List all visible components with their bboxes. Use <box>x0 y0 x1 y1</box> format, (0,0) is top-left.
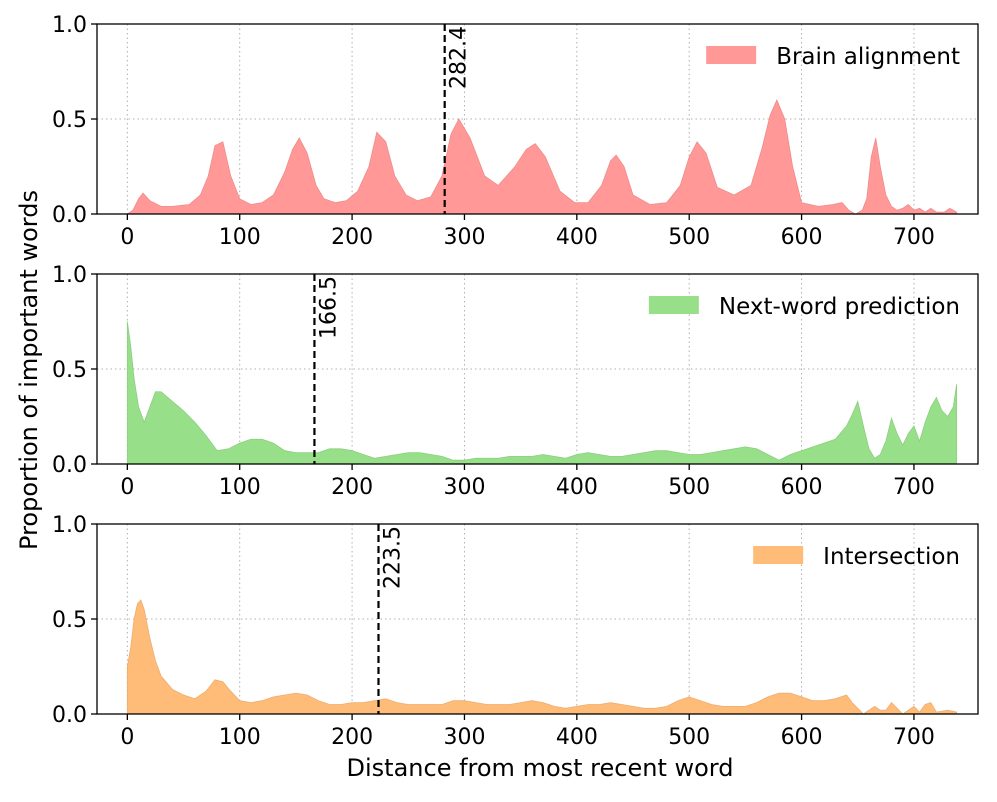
x-tick-label: 400 <box>556 225 598 250</box>
x-tick-label: 0 <box>120 225 134 250</box>
x-tick-label: 700 <box>893 225 935 250</box>
median-vline-label: 282.4 <box>447 26 472 89</box>
panel-1: 282.4 0 100 200 300 400 500 600 700 0.0 0.5 1.0 Brai… <box>52 13 979 250</box>
x-tick-label: 500 <box>668 475 710 500</box>
series-area <box>126 321 958 465</box>
x-tick-label: 300 <box>443 225 485 250</box>
panel-2: 166.5 0 100 200 300 400 500 600 700 0.0 0.5 1.0 Next… <box>52 263 979 500</box>
legend-swatch <box>706 46 757 64</box>
x-tick-label: 200 <box>331 225 373 250</box>
panel-3: 223.5 0 100 200 300 400 500 600 700 0.0 0.5 1.0 Inte… <box>52 513 979 750</box>
y-axis-title: Proportion of important words <box>15 190 43 550</box>
legend-swatch <box>648 296 699 314</box>
x-tick-label: 0 <box>120 725 134 750</box>
y-tick-label: 0.5 <box>52 108 87 133</box>
x-tick-label: 400 <box>556 475 598 500</box>
y-tick-label: 0.0 <box>52 203 87 228</box>
x-tick-label: 500 <box>668 225 710 250</box>
x-tick-label: 600 <box>781 225 823 250</box>
median-vline-label: 223.5 <box>380 526 405 589</box>
x-tick-label: 300 <box>443 475 485 500</box>
x-tick-label: 200 <box>331 475 373 500</box>
y-tick-label: 1.0 <box>52 263 87 288</box>
x-tick-label: 500 <box>668 725 710 750</box>
median-vline-label: 166.5 <box>316 276 341 339</box>
x-tick-label: 100 <box>219 225 261 250</box>
legend-label: Intersection <box>823 544 960 570</box>
series-area <box>126 98 958 215</box>
legend-label: Brain alignment <box>776 44 960 70</box>
x-tick-label: 700 <box>893 475 935 500</box>
series-area <box>126 599 958 715</box>
x-tick-label: 100 <box>219 725 261 750</box>
x-tick-label: 600 <box>781 475 823 500</box>
y-tick-label: 1.0 <box>52 513 87 538</box>
legend-swatch <box>753 546 804 564</box>
x-tick-label: 200 <box>331 725 373 750</box>
x-tick-label: 600 <box>781 725 823 750</box>
x-tick-label: 300 <box>443 725 485 750</box>
x-tick-label: 400 <box>556 725 598 750</box>
legend-label: Next-word prediction <box>719 294 960 320</box>
y-tick-label: 0.5 <box>52 608 87 633</box>
x-tick-label: 700 <box>893 725 935 750</box>
x-tick-label: 0 <box>120 475 134 500</box>
y-tick-label: 0.0 <box>52 453 87 478</box>
y-tick-label: 0.5 <box>52 358 87 383</box>
x-axis-title: Distance from most recent word <box>347 754 734 782</box>
y-tick-label: 1.0 <box>52 13 87 38</box>
x-tick-label: 100 <box>219 475 261 500</box>
y-tick-label: 0.0 <box>52 703 87 728</box>
